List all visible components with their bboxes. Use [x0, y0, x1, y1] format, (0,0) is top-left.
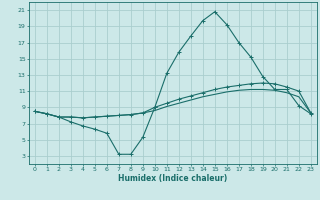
X-axis label: Humidex (Indice chaleur): Humidex (Indice chaleur) — [118, 174, 228, 183]
